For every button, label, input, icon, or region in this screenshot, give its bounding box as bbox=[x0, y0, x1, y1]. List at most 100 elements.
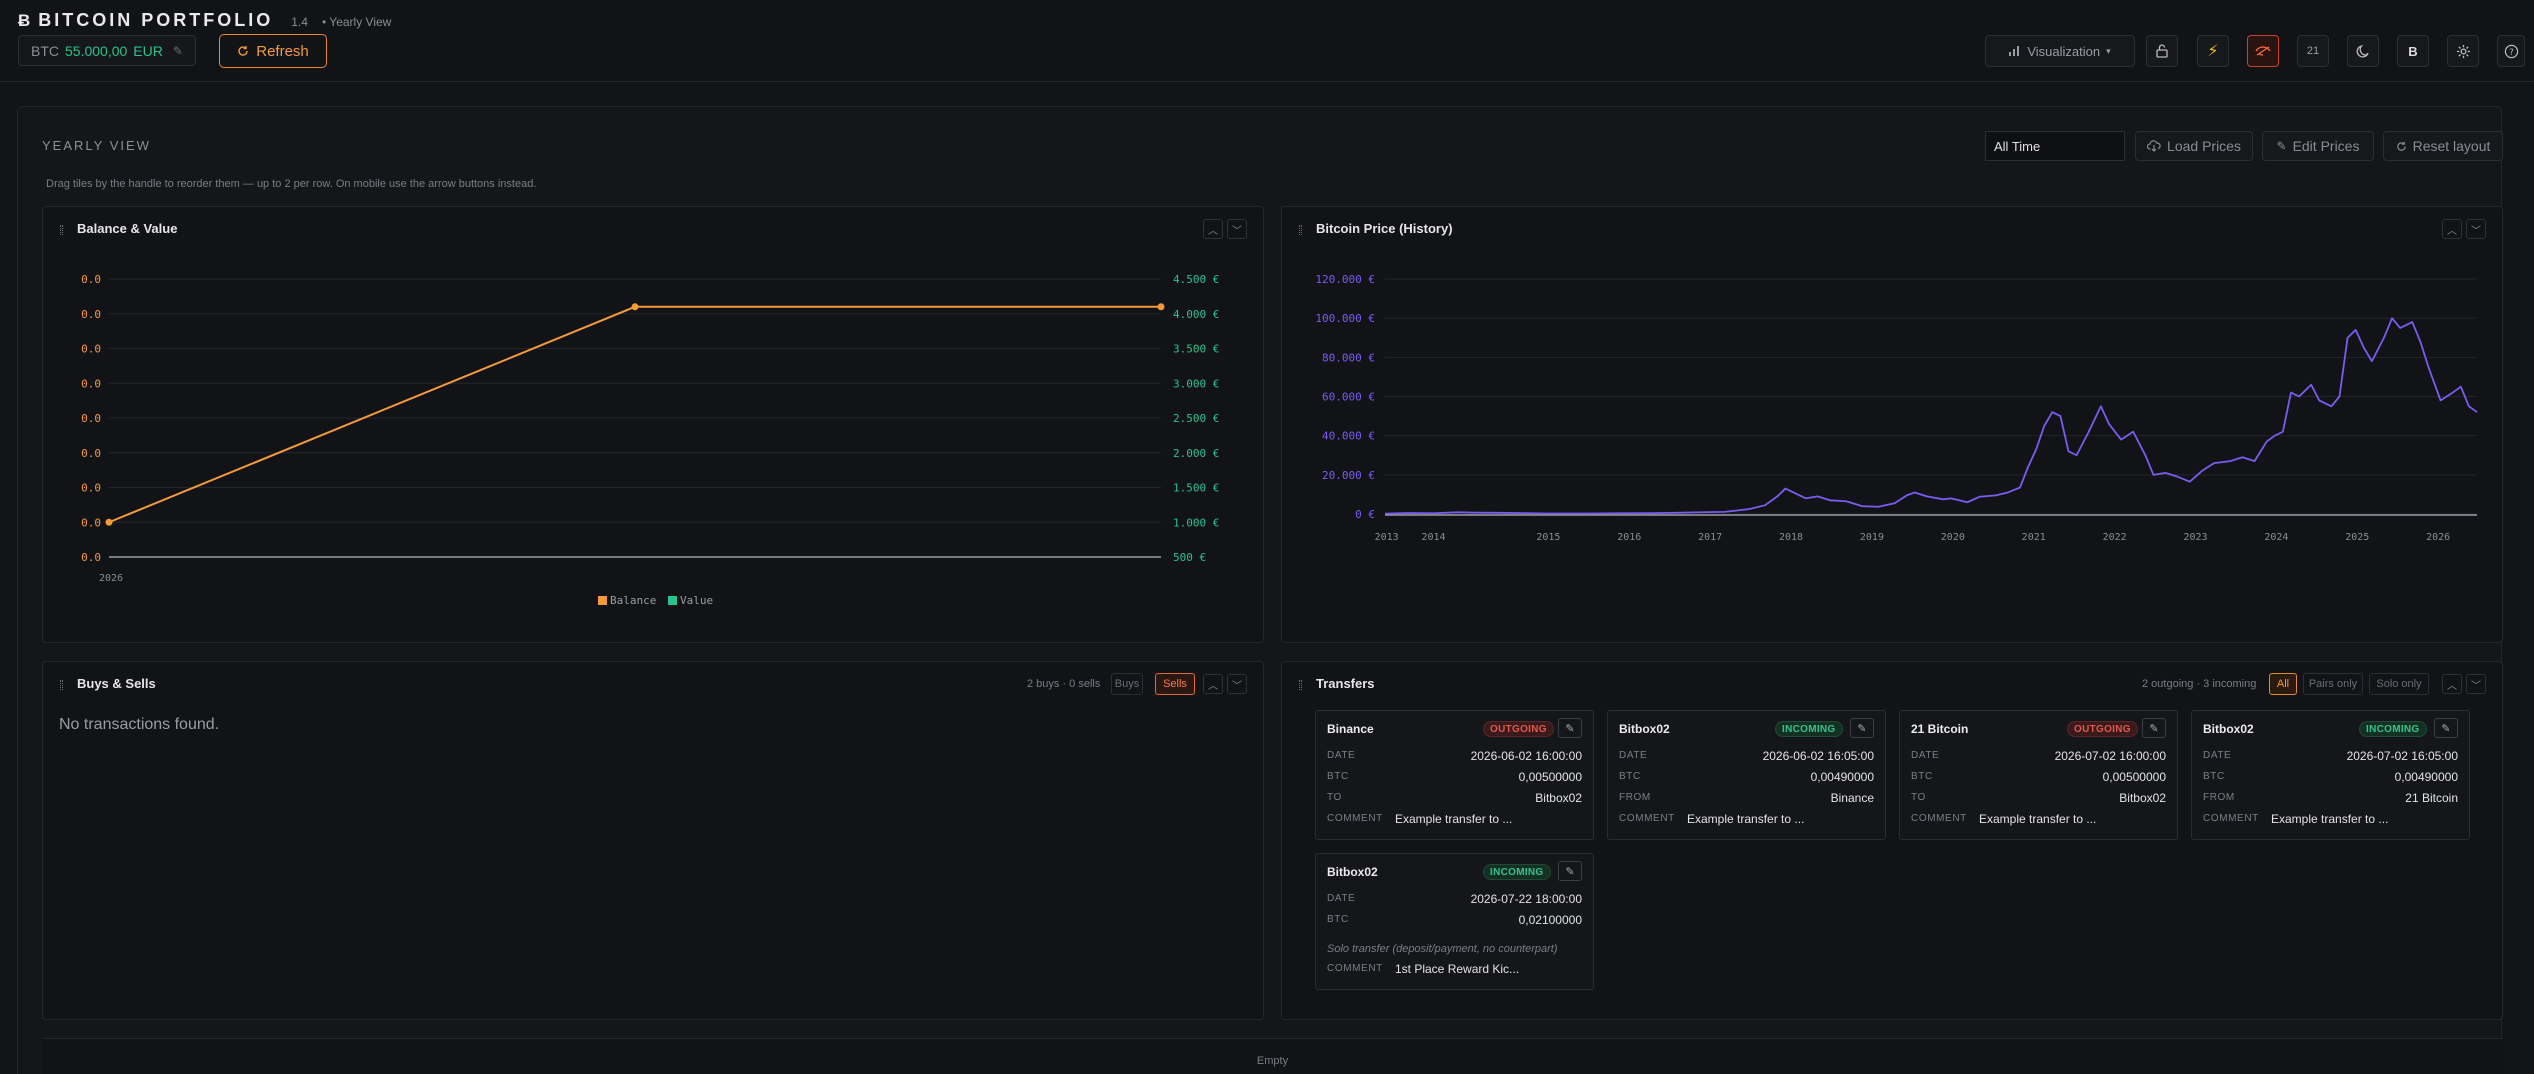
left-tick-label: 0.0 bbox=[81, 412, 101, 425]
edit-transfer-button[interactable]: ✎ bbox=[2434, 718, 2458, 738]
edit-transfer-button[interactable]: ✎ bbox=[1850, 718, 1874, 738]
transfer-date: 2026-06-02 16:00:00 bbox=[1470, 749, 1582, 763]
transfer-party: Bitbox02 bbox=[1535, 791, 1582, 805]
sats-mode-button[interactable]: 21 bbox=[2297, 35, 2329, 67]
bitcoin-icon: Ƀ bbox=[18, 11, 31, 30]
transfer-card[interactable]: Binance OUTGOING ✎ DATE 2026-06-02 16:00:… bbox=[1315, 710, 1594, 840]
transfer-card[interactable]: Bitbox02 INCOMING ✎ DATE 2026-07-02 16:05… bbox=[2191, 710, 2470, 840]
filter-all-chip[interactable]: All bbox=[2269, 673, 2297, 695]
data-point bbox=[105, 518, 113, 526]
hide-values-button[interactable] bbox=[2247, 35, 2279, 67]
field-label: BTC bbox=[1327, 771, 1349, 782]
field-label: BTC bbox=[2203, 771, 2225, 782]
x-tick-label: 2018 bbox=[1779, 532, 1803, 543]
edit-transfer-button[interactable]: ✎ bbox=[1558, 718, 1582, 738]
pencil-icon: ✎ bbox=[2441, 722, 2451, 735]
visualization-dropdown[interactable]: Visualization ▾ bbox=[1985, 35, 2135, 67]
y-tick-label: 0 € bbox=[1355, 508, 1375, 521]
edit-transfer-button[interactable]: ✎ bbox=[1558, 861, 1582, 881]
move-up-button[interactable]: ︿ bbox=[2442, 219, 2462, 239]
drag-handle-icon[interactable] bbox=[60, 680, 63, 690]
legend-label: Value bbox=[680, 594, 713, 607]
move-up-button[interactable]: ︿ bbox=[1203, 674, 1223, 694]
transfer-comment: Example transfer to ... bbox=[1395, 812, 1513, 826]
btc-label: BTC bbox=[31, 42, 59, 59]
currency-label: EUR bbox=[133, 42, 163, 59]
transfer-comment: Example transfer to ... bbox=[1979, 812, 2097, 826]
right-tick-label: 2.000 € bbox=[1173, 447, 1219, 460]
right-tick-label: 1.000 € bbox=[1173, 516, 1219, 529]
pencil-icon: ✎ bbox=[2276, 139, 2287, 153]
buys-filter-chip[interactable]: Buys bbox=[1111, 673, 1143, 695]
load-prices-button[interactable]: Load Prices bbox=[2135, 131, 2253, 161]
refresh-button[interactable]: Refresh bbox=[219, 34, 327, 68]
gear-icon bbox=[2456, 44, 2470, 58]
edit-prices-button[interactable]: ✎ Edit Prices bbox=[2262, 131, 2374, 161]
filter-solo-chip[interactable]: Solo only bbox=[2369, 673, 2429, 695]
x-tick-label: 2017 bbox=[1698, 532, 1722, 543]
field-label: COMMENT bbox=[1911, 813, 1967, 824]
pencil-icon: ✎ bbox=[1565, 722, 1575, 735]
range-select[interactable]: All Time bbox=[1985, 131, 2125, 161]
reset-layout-button[interactable]: Reset layout bbox=[2383, 131, 2503, 161]
move-down-button[interactable]: ﹀ bbox=[2466, 674, 2486, 694]
right-tick-label: 3.000 € bbox=[1173, 377, 1219, 390]
tile-title: Transfers bbox=[1316, 676, 1375, 691]
transfer-date: 2026-06-02 16:05:00 bbox=[1762, 749, 1874, 763]
edit-transfer-button[interactable]: ✎ bbox=[2142, 718, 2166, 738]
view-indicator: • Yearly View bbox=[321, 15, 392, 29]
x-tick-label: 2019 bbox=[1860, 532, 1884, 543]
move-down-button[interactable]: ﹀ bbox=[1227, 674, 1247, 694]
x-tick-label: 2026 bbox=[99, 573, 123, 584]
x-tick-label: 2025 bbox=[2345, 532, 2369, 543]
status-badge: INCOMING bbox=[2359, 721, 2427, 737]
buys-sells-tile: Buys & Sells 2 buys · 0 sells Buys Sells… bbox=[42, 661, 1264, 1020]
move-down-button[interactable]: ﹀ bbox=[2466, 219, 2486, 239]
transfer-card[interactable]: Bitbox02 INCOMING ✎ DATE 2026-07-22 18:00… bbox=[1315, 853, 1594, 990]
transfer-card[interactable]: 21 Bitcoin OUTGOING ✎ DATE 2026-07-02 16:… bbox=[1899, 710, 2178, 840]
sells-filter-chip[interactable]: Sells bbox=[1155, 673, 1195, 695]
drag-handle-icon[interactable] bbox=[1299, 680, 1302, 690]
x-tick-label: 2026 bbox=[2426, 532, 2450, 543]
pencil-icon[interactable]: ✎ bbox=[172, 43, 183, 58]
move-up-button[interactable]: ︿ bbox=[1203, 219, 1223, 239]
transfer-card[interactable]: Bitbox02 INCOMING ✎ DATE 2026-06-02 16:05… bbox=[1607, 710, 1886, 840]
tile-header: Bitcoin Price (History) ︿ ﹀ bbox=[1282, 207, 2502, 247]
reset-layout-label: Reset layout bbox=[2412, 138, 2491, 154]
empty-message: No transactions found. bbox=[59, 716, 220, 733]
b-mode-button[interactable]: B bbox=[2397, 35, 2429, 67]
transfer-btc: 0,00490000 bbox=[2394, 770, 2458, 784]
x-tick-label: 2014 bbox=[1421, 532, 1445, 543]
left-tick-label: 0.0 bbox=[81, 482, 101, 495]
svg-text:?: ? bbox=[2509, 46, 2513, 56]
right-tick-label: 500 € bbox=[1173, 551, 1206, 564]
caret-down-icon: ▾ bbox=[2106, 45, 2111, 56]
transfer-btc: 0,00500000 bbox=[1518, 770, 1582, 784]
left-tick-label: 0.0 bbox=[81, 516, 101, 529]
y-tick-label: 20.000 € bbox=[1322, 469, 1375, 482]
tile-header: Buys & Sells 2 buys · 0 sells Buys Sells… bbox=[43, 662, 1263, 702]
theme-button[interactable] bbox=[2347, 35, 2379, 67]
move-down-button[interactable]: ﹀ bbox=[1227, 219, 1247, 239]
legend-label: Balance bbox=[610, 594, 656, 607]
help-button[interactable]: ? bbox=[2497, 35, 2525, 67]
lock-button[interactable] bbox=[2146, 35, 2178, 67]
field-label: COMMENT bbox=[1327, 963, 1383, 974]
move-up-button[interactable]: ︿ bbox=[2442, 674, 2462, 694]
field-label: DATE bbox=[2203, 750, 2232, 761]
x-tick-label: 2020 bbox=[1941, 532, 1965, 543]
y-tick-label: 120.000 € bbox=[1315, 273, 1375, 286]
settings-button[interactable] bbox=[2447, 35, 2479, 67]
field-label: BTC bbox=[1619, 771, 1641, 782]
transfer-comment: Example transfer to ... bbox=[2271, 812, 2389, 826]
tile-title: Balance & Value bbox=[77, 221, 178, 236]
lightning-button[interactable]: ⚡ bbox=[2197, 35, 2229, 67]
cloud-download-icon bbox=[2147, 140, 2161, 152]
drag-handle-icon[interactable] bbox=[1299, 225, 1302, 235]
x-tick-label: 2021 bbox=[2022, 532, 2046, 543]
transfers-tile: Transfers 2 outgoing · 3 incoming All Pa… bbox=[1281, 661, 2503, 1020]
drag-handle-icon[interactable] bbox=[60, 225, 63, 235]
btc-target-field[interactable]: BTC 55.000,00 EUR ✎ bbox=[18, 35, 196, 66]
filter-pairs-chip[interactable]: Pairs only bbox=[2303, 673, 2363, 695]
transfer-party: Binance bbox=[1830, 791, 1874, 805]
